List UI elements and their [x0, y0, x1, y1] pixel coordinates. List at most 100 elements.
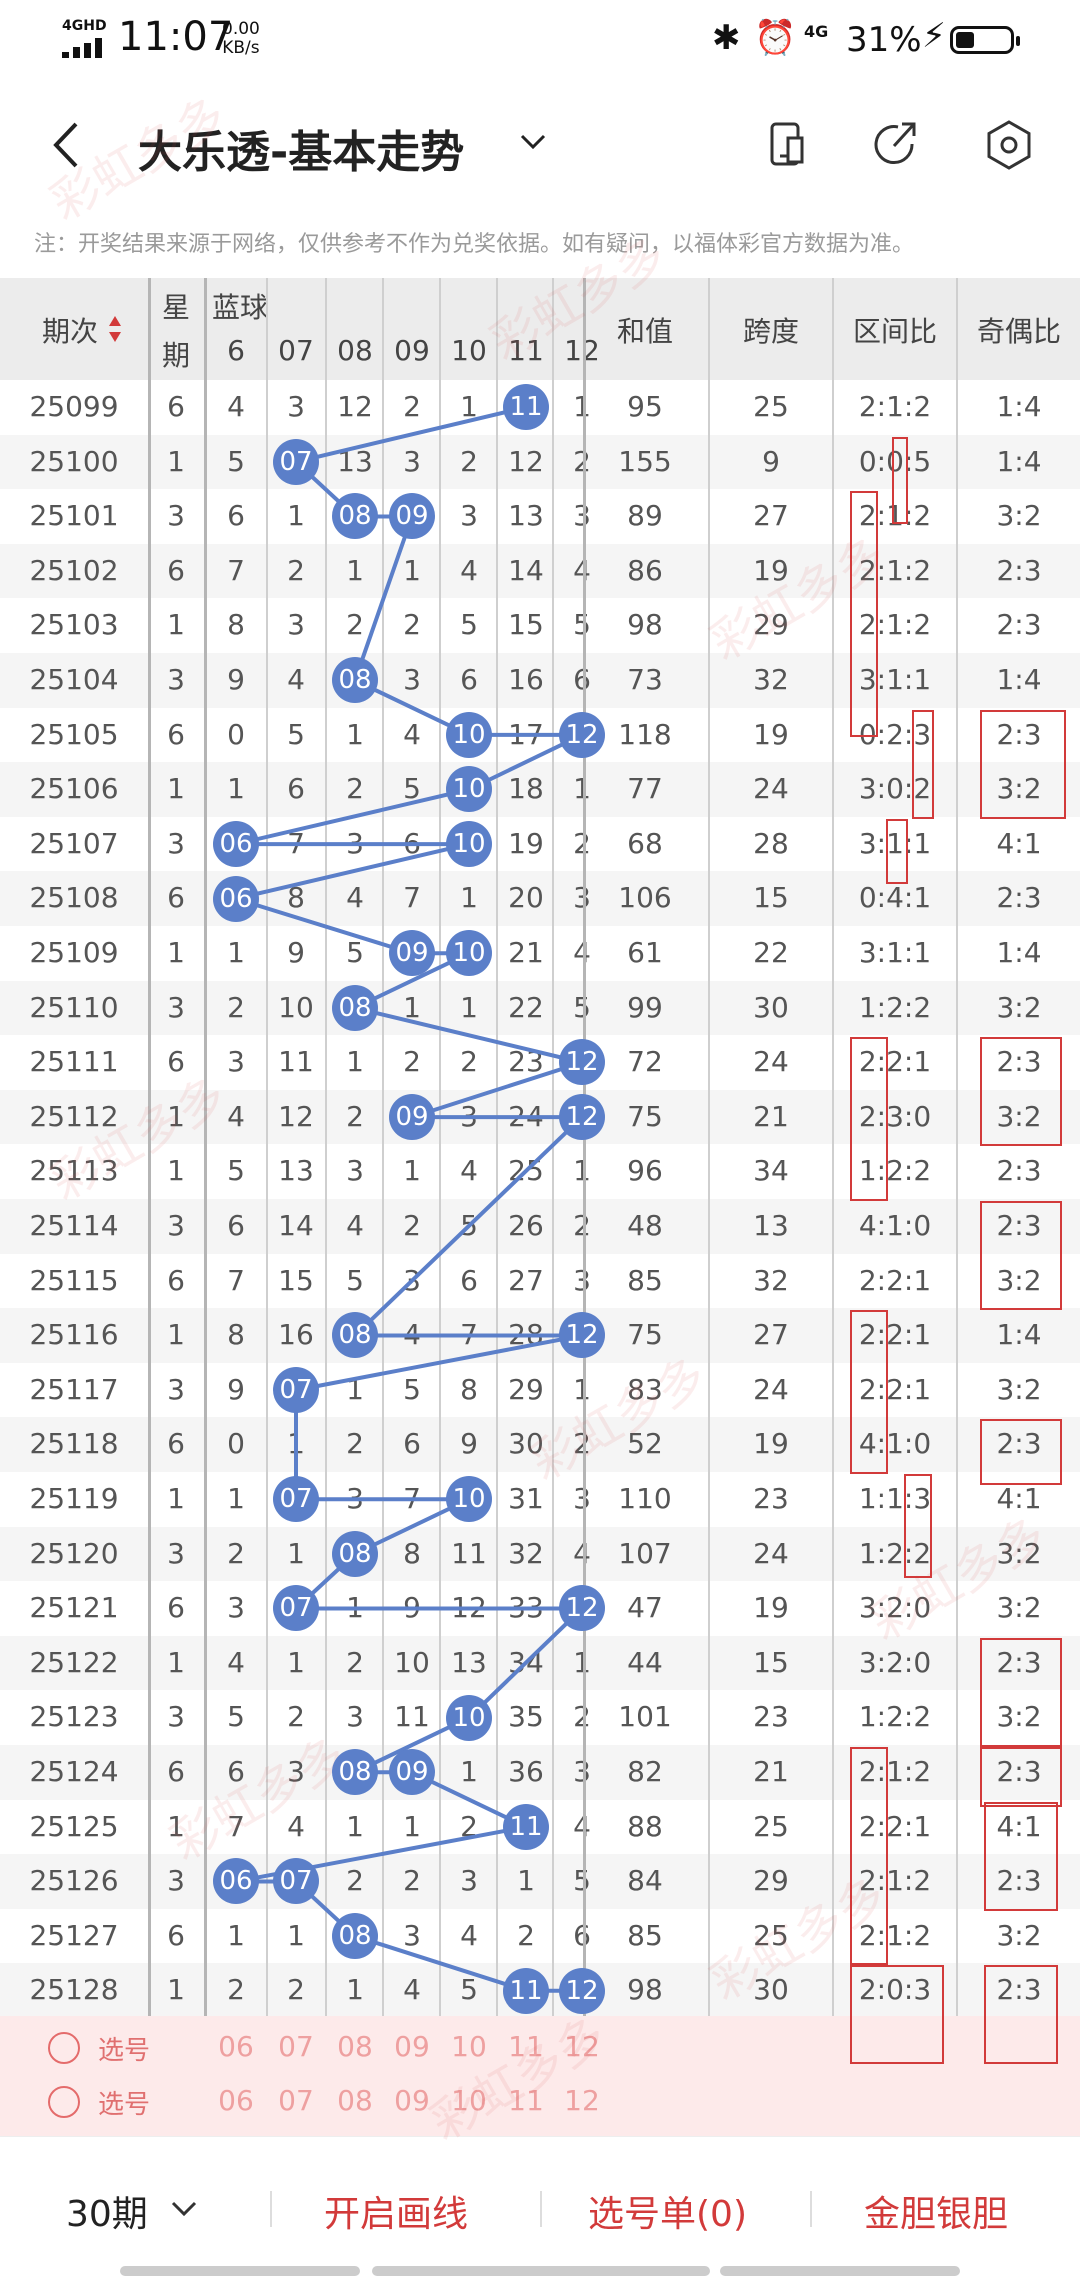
- omission-cell: 1: [227, 936, 245, 969]
- omission-cell: 16: [508, 663, 544, 696]
- pick-row[interactable]: 选号 06 07 08 09 10 11 12: [0, 2076, 1080, 2130]
- span-cell: 23: [753, 1482, 789, 1515]
- draw-line-button[interactable]: 开启画线: [324, 2194, 469, 2235]
- range-cell: 2:1:2: [858, 499, 932, 533]
- span-cell: 22: [753, 936, 789, 969]
- pick-number[interactable]: 07: [278, 2030, 314, 2063]
- odd-even-cell: 4:1: [996, 1482, 1042, 1515]
- issue-cell: 25107: [29, 826, 119, 860]
- back-icon[interactable]: [48, 120, 88, 170]
- annotation-box: [980, 709, 1066, 819]
- omission-cell: 3: [287, 390, 305, 423]
- pick-number[interactable]: 12: [564, 2084, 600, 2117]
- settings-icon[interactable]: [982, 118, 1036, 172]
- omission-cell: 3: [287, 1755, 305, 1788]
- pick-number[interactable]: 08: [337, 2030, 373, 2063]
- blue-ball: 08: [332, 1749, 378, 1796]
- span-cell: 24: [753, 1536, 789, 1570]
- issue-cell: 25102: [29, 553, 119, 587]
- week-cell: 1: [167, 1645, 185, 1679]
- omission-cell: 1: [403, 553, 421, 587]
- pick-list-button[interactable]: 选号单(0): [588, 2194, 747, 2235]
- page-title[interactable]: 大乐透-基本走势: [138, 127, 465, 178]
- annotation-box: [912, 709, 934, 819]
- table-row: 25123 3 5 2 3 11 10 35 2 101 23 1:2:2 3:2: [0, 1690, 1080, 1745]
- week-cell: 6: [167, 1045, 185, 1079]
- pick-number[interactable]: 07: [278, 2084, 314, 2117]
- header-issue[interactable]: 期次: [41, 315, 98, 348]
- omission-cell: 21: [508, 936, 544, 969]
- pick-number[interactable]: 11: [508, 2084, 544, 2117]
- divider: [540, 2191, 542, 2227]
- pick-number[interactable]: 06: [218, 2030, 254, 2063]
- pick-number[interactable]: 08: [337, 2084, 373, 2117]
- range-cell: 4:1:0: [858, 1209, 932, 1242]
- span-cell: 19: [753, 1591, 789, 1625]
- blue-ball: 08: [332, 1312, 378, 1359]
- pick-number[interactable]: 11: [508, 2030, 544, 2063]
- blue-ball: 10: [446, 1694, 492, 1741]
- omission-cell: 6: [227, 499, 245, 533]
- range-cell: 1:1:3: [858, 1482, 932, 1515]
- omission-cell: 3: [346, 1700, 364, 1734]
- sort-icon[interactable]: [108, 314, 122, 344]
- chevron-down-icon[interactable]: [518, 130, 548, 154]
- omission-cell: 4: [287, 1809, 305, 1843]
- range-cell: 2:3:0: [858, 1099, 932, 1133]
- omission-cell: 2: [346, 1427, 364, 1461]
- header-blue-06: 6: [227, 334, 245, 367]
- pick-number[interactable]: 09: [394, 2030, 430, 2063]
- omission-cell: 6: [287, 772, 305, 806]
- omission-cell: 12: [278, 1099, 314, 1133]
- nav-handle: [120, 2266, 360, 2276]
- week-cell: 3: [167, 1700, 185, 1734]
- week-cell: 6: [167, 1427, 185, 1461]
- omission-cell: 2: [460, 1045, 478, 1079]
- omission-cell: 2: [573, 826, 591, 860]
- blue-ball: 12: [559, 1094, 605, 1141]
- grid-line: [583, 278, 586, 2018]
- blue-ball: 06: [213, 875, 259, 922]
- omission-cell: 9: [403, 1591, 421, 1625]
- pick-number[interactable]: 09: [394, 2084, 430, 2117]
- annotation-box: [850, 1310, 888, 1474]
- pick-row[interactable]: 选号 06 07 08 09 10 11 12: [0, 2022, 1080, 2076]
- odd-even-cell: 3:2: [996, 772, 1042, 806]
- radio-icon[interactable]: [48, 2032, 80, 2064]
- header-blue-07: 07: [278, 334, 314, 367]
- pick-label: 选号: [98, 2090, 151, 2120]
- alarm-icon: ⏰: [754, 18, 797, 58]
- omission-cell: 25: [508, 1154, 544, 1188]
- period-select[interactable]: 30期: [66, 2194, 148, 2235]
- sum-cell: 98: [627, 1973, 663, 2007]
- range-cell: 2:1:2: [858, 608, 932, 642]
- grid-line: [496, 278, 498, 2018]
- clock: 11:07: [118, 14, 234, 60]
- chevron-down-icon[interactable]: [170, 2199, 198, 2219]
- omission-cell: 7: [287, 826, 305, 860]
- golden-button[interactable]: 金胆银胆: [864, 2194, 1009, 2235]
- omission-cell: 1: [346, 1809, 364, 1843]
- omission-cell: 1: [287, 1645, 305, 1679]
- radio-icon[interactable]: [48, 2086, 80, 2118]
- net-speed: 0.00 KB/s: [222, 19, 260, 58]
- odd-even-cell: 4:1: [996, 826, 1042, 860]
- omission-cell: 7: [460, 1318, 478, 1352]
- blue-ball: 07: [273, 1585, 319, 1632]
- app-header: 大乐透-基本走势: [0, 80, 1080, 210]
- pick-number[interactable]: 10: [451, 2084, 487, 2117]
- omission-cell: 4: [403, 717, 421, 751]
- share-icon[interactable]: [868, 118, 922, 172]
- pick-number[interactable]: 10: [451, 2030, 487, 2063]
- odd-even-cell: 3:2: [996, 1263, 1042, 1297]
- pick-number[interactable]: 12: [564, 2030, 600, 2063]
- annotation-box: [980, 1037, 1062, 1147]
- omission-cell: 1: [287, 1918, 305, 1952]
- omission-cell: 5: [460, 1973, 478, 2007]
- span-cell: 13: [753, 1209, 789, 1242]
- omission-cell: 4: [403, 1318, 421, 1352]
- pick-number[interactable]: 06: [218, 2084, 254, 2117]
- omission-cell: 1: [403, 990, 421, 1024]
- span-cell: 19: [753, 553, 789, 587]
- phone-icon[interactable]: [758, 118, 812, 172]
